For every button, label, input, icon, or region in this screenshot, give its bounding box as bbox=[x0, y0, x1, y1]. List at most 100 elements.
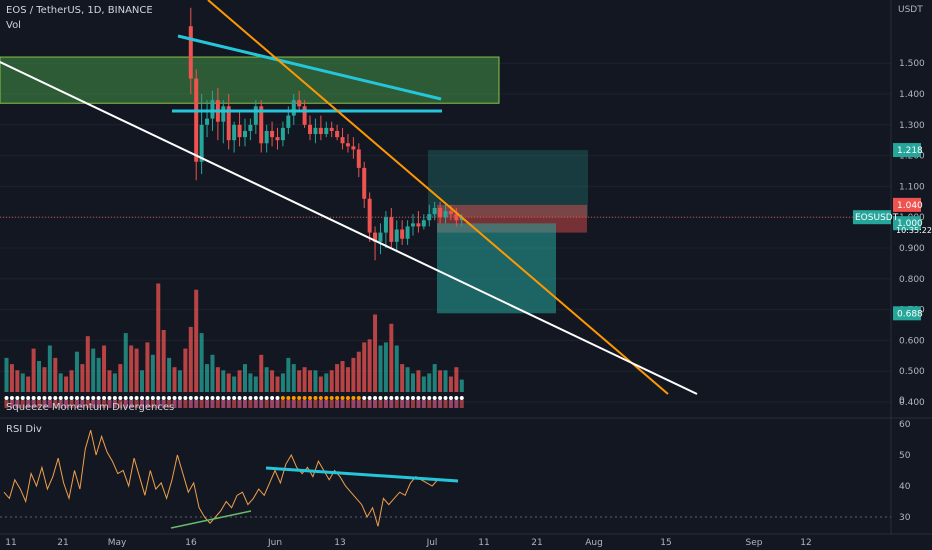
squeeze-bar bbox=[91, 400, 96, 408]
squeeze-bar bbox=[362, 400, 367, 408]
candle-body bbox=[438, 207, 443, 218]
squeeze-dot bbox=[275, 396, 280, 400]
squeeze-bar bbox=[47, 400, 52, 408]
candle-body bbox=[394, 229, 399, 242]
volume-bar bbox=[96, 357, 101, 392]
volume-bar bbox=[345, 367, 350, 392]
squeeze-bar bbox=[264, 400, 269, 408]
volume-bar bbox=[150, 354, 155, 392]
squeeze-dot bbox=[129, 396, 134, 400]
squeeze-bar bbox=[80, 400, 85, 408]
volume-bar bbox=[378, 345, 383, 392]
squeeze-bar bbox=[129, 400, 134, 408]
squeeze-dot bbox=[123, 396, 128, 400]
candle-body bbox=[432, 207, 437, 215]
squeeze-dot bbox=[232, 396, 237, 400]
squeeze-dot bbox=[161, 396, 166, 400]
time-tick-label: Sep bbox=[746, 538, 763, 548]
candle-body bbox=[345, 143, 350, 147]
squeeze-bar bbox=[221, 400, 226, 408]
squeeze-bar bbox=[340, 400, 345, 408]
squeeze-dot bbox=[416, 396, 421, 400]
candle-body bbox=[275, 137, 280, 141]
squeeze-bar bbox=[161, 400, 166, 408]
squeeze-dot bbox=[91, 396, 96, 400]
squeeze-bar bbox=[232, 400, 237, 408]
squeeze-bar bbox=[26, 400, 31, 408]
squeeze-bar bbox=[58, 400, 63, 408]
squeeze-dot bbox=[394, 396, 399, 400]
candle-body bbox=[242, 130, 247, 138]
price-badge-label: 1.000 bbox=[897, 219, 923, 229]
squeeze-bar bbox=[194, 400, 199, 408]
volume-bar bbox=[253, 376, 258, 392]
squeeze-dot bbox=[221, 396, 226, 400]
volume-bar bbox=[145, 342, 150, 392]
volume-bar bbox=[37, 361, 42, 392]
volume-bar bbox=[199, 333, 204, 392]
candle-body bbox=[194, 78, 199, 162]
squeeze-dot bbox=[459, 396, 464, 400]
time-tick-label: Jul bbox=[426, 538, 438, 548]
squeeze-bar bbox=[351, 400, 356, 408]
squeeze-bar bbox=[421, 400, 426, 408]
volume-bar bbox=[134, 348, 139, 392]
squeeze-zero-label: 0 bbox=[899, 396, 905, 406]
squeeze-bar bbox=[9, 400, 14, 408]
candle-body bbox=[308, 124, 313, 135]
rsi-tick-label: 30 bbox=[899, 513, 911, 523]
squeeze-bar bbox=[248, 400, 253, 408]
volume-bar bbox=[210, 354, 215, 392]
squeeze-bar bbox=[134, 400, 139, 408]
volume-bar bbox=[80, 364, 85, 392]
time-tick-label: May bbox=[108, 538, 127, 548]
price-badge-label: 1.218 bbox=[897, 146, 923, 156]
squeeze-dot bbox=[335, 396, 340, 400]
squeeze-dot bbox=[351, 396, 356, 400]
volume-bar bbox=[167, 357, 172, 392]
candle-body bbox=[400, 229, 405, 239]
volume-bar bbox=[221, 370, 226, 392]
squeeze-bar bbox=[411, 400, 415, 408]
candle-body bbox=[356, 149, 361, 168]
descending-resistance-line bbox=[177, 34, 442, 101]
squeeze-dot bbox=[280, 396, 285, 400]
rsi-tick-label: 50 bbox=[899, 451, 911, 461]
squeeze-bar bbox=[145, 400, 150, 408]
squeeze-dot bbox=[373, 396, 378, 400]
time-tick-label: 11 bbox=[478, 538, 489, 548]
squeeze-dot bbox=[20, 396, 25, 400]
candle-body bbox=[383, 217, 388, 233]
volume-bar bbox=[129, 345, 134, 392]
squeeze-dot bbox=[118, 396, 123, 400]
squeeze-dot bbox=[264, 396, 269, 400]
squeeze-dot bbox=[253, 396, 258, 400]
squeeze-dot bbox=[329, 396, 334, 400]
squeeze-dot bbox=[74, 396, 79, 400]
time-tick-label: 11 bbox=[5, 538, 16, 548]
squeeze-bar bbox=[167, 400, 172, 408]
candle-body bbox=[421, 220, 426, 227]
squeeze-dot bbox=[107, 396, 112, 400]
squeeze-bar bbox=[280, 400, 285, 408]
target-zone-lower bbox=[437, 223, 556, 314]
squeeze-dot bbox=[378, 396, 383, 400]
volume-bar bbox=[270, 370, 275, 392]
squeeze-bar bbox=[242, 400, 247, 408]
candle-body bbox=[405, 226, 410, 239]
price-badge bbox=[893, 306, 921, 321]
resistance-zone bbox=[0, 56, 500, 104]
squeeze-bar bbox=[156, 400, 161, 408]
squeeze-bar bbox=[400, 400, 405, 408]
squeeze-bar bbox=[275, 400, 280, 408]
squeeze-dot bbox=[64, 396, 69, 400]
squeeze-dot bbox=[183, 396, 188, 400]
price-tick-label: 1.500 bbox=[899, 59, 925, 69]
squeeze-dot bbox=[85, 396, 90, 400]
volume-bar bbox=[275, 376, 280, 392]
volume-bar bbox=[291, 364, 296, 392]
candle-body bbox=[205, 118, 210, 125]
price-badge bbox=[893, 143, 921, 158]
candle-body bbox=[340, 137, 345, 144]
